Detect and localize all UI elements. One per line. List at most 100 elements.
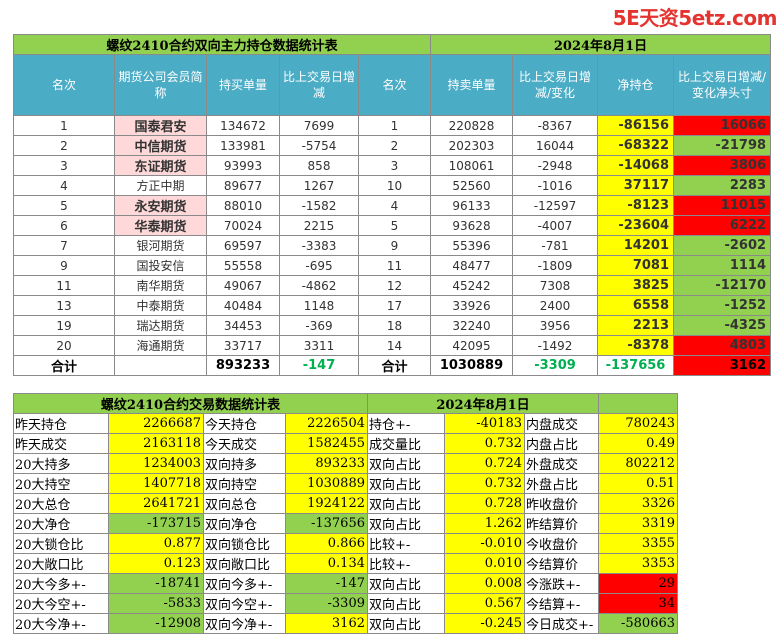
sell-change-cell: 16044 <box>512 135 598 156</box>
trade-value-b: -3309 <box>285 593 368 614</box>
position-row: 13 中泰期货 40484 1148 17 33926 2400 6558 -1252 <box>13 295 772 316</box>
sell-change-cell: -4007 <box>512 215 598 236</box>
rank-cell: 20 <box>13 335 115 356</box>
rank-cell: 3 <box>13 155 115 176</box>
header-rank2: 名次 <box>358 54 431 116</box>
trade-label-a: 20大锁仓比 <box>13 533 109 554</box>
buy-volume-cell: 93993 <box>206 155 280 176</box>
trade-label-b: 双向敞口比 <box>203 553 286 574</box>
trade-label-c: 比较+- <box>367 553 445 574</box>
trade-label-b: 双向持空 <box>203 473 286 494</box>
trade-label-a: 20大敞口比 <box>13 553 109 574</box>
trade-label-c: 双向占比 <box>367 593 445 614</box>
trade-label-b: 双向总仓 <box>203 493 286 514</box>
buy-change-cell: -4862 <box>279 275 359 296</box>
trade-row: 20大今多+- -18741 双向今多+- -147 双向占比 0.008 今涨跌+- 29 <box>13 573 679 594</box>
position-row: 1 国泰君安 134672 7699 1 220828 -8367 -86156 16066 <box>13 115 772 136</box>
trade-row: 昨天成交 2163118 今天成交 1582455 成交量比 0.732 内盘占比 0.49 <box>13 433 679 454</box>
rank-cell: 1 <box>13 115 115 136</box>
buy-change-cell: 2215 <box>279 215 359 236</box>
sell-change-cell: -1809 <box>512 255 598 276</box>
trade-label-d: 今涨跌+- <box>523 573 600 594</box>
position-row: 11 南华期货 49067 -4862 12 45242 7308 3825 -12170 <box>13 275 772 296</box>
trade-value-b: 1030889 <box>285 473 368 494</box>
trade-label-d: 外盘占比 <box>523 473 600 494</box>
sell-volume-cell: 33926 <box>430 295 513 316</box>
member-name-cell: 瑞达期货 <box>114 315 207 336</box>
trade-value-d: 780243 <box>598 413 679 434</box>
net-change-cell: 6222 <box>672 215 772 236</box>
position-row: 20 海通期货 33717 3311 14 42095 -1492 -8378 4803 <box>13 335 772 356</box>
net-position-cell: 37117 <box>597 175 674 196</box>
trade-value-d: 29 <box>598 573 679 594</box>
trade-label-d: 今日成交+- <box>523 613 600 634</box>
position-row: 6 华泰期货 70024 2215 5 93628 -4007 -23604 6222 <box>13 215 772 236</box>
trade-label-a: 20大今多+- <box>13 573 109 594</box>
buy-volume-cell: 134672 <box>206 115 280 136</box>
member-name-cell: 方正中期 <box>114 175 207 196</box>
trade-row: 昨天持仓 2266687 今天持仓 2226504 持仓+- -40183 内盘成交 7802… <box>13 413 679 434</box>
sell-change-cell: 3956 <box>512 315 598 336</box>
position-table: 螺纹2410合约双向主力持仓数据统计表 2024年8月1日 名次 期货公司会员简… <box>13 34 772 376</box>
net-change-cell: -2602 <box>672 235 772 256</box>
rank-cell: 6 <box>13 215 115 236</box>
trade-label-b: 今天持仓 <box>203 413 286 434</box>
trade-label-c: 双向占比 <box>367 473 445 494</box>
trade-value-c: 0.732 <box>444 473 525 494</box>
buy-change-cell: 1148 <box>279 295 359 316</box>
trade-row: 20大总仓 2641721 双向总仓 1924122 双向占比 0.728 昨收盘价 3326 <box>13 493 679 514</box>
position-row: 4 方正中期 89677 1267 10 52560 -1016 37117 2283 <box>13 175 772 196</box>
buy-volume-cell: 69597 <box>206 235 280 256</box>
trade-value-d: 3326 <box>598 493 679 514</box>
trade-value-a: -173715 <box>108 513 204 534</box>
sell-volume-cell: 52560 <box>430 175 513 196</box>
trade-label-d: 外盘成交 <box>523 453 600 474</box>
trade-label-a: 昨天成交 <box>13 433 109 454</box>
total-label-2: 合计 <box>358 355 431 376</box>
net-position-cell: -14068 <box>597 155 674 176</box>
sell-volume-cell: 48477 <box>430 255 513 276</box>
net-position-cell: -8123 <box>597 195 674 216</box>
trade-label-c: 双向占比 <box>367 613 445 634</box>
trade-value-c: -40183 <box>444 413 525 434</box>
sell-rank-cell: 11 <box>358 255 431 276</box>
sell-rank-cell: 5 <box>358 215 431 236</box>
net-position-cell: 2213 <box>597 315 674 336</box>
sell-change-cell: -12597 <box>512 195 598 216</box>
trade-value-c: -0.245 <box>444 613 525 634</box>
net-change-cell: 4803 <box>672 335 772 356</box>
trade-label-d: 今收盘价 <box>523 533 600 554</box>
trade-value-c: 0.567 <box>444 593 525 614</box>
trade-label-b: 双向净仓 <box>203 513 286 534</box>
trade-label-c: 双向占比 <box>367 453 445 474</box>
net-change-cell: 16066 <box>672 115 772 136</box>
trade-label-d: 昨收盘价 <box>523 493 600 514</box>
net-change-cell: -4325 <box>672 315 772 336</box>
net-position-cell: -23604 <box>597 215 674 236</box>
trade-row: 20大今空+- -5833 双向今空+- -3309 双向占比 0.567 今结算+- 34 <box>13 593 679 614</box>
member-name-cell: 中信期货 <box>114 135 207 156</box>
sell-volume-cell: 45242 <box>430 275 513 296</box>
net-change-cell: -1252 <box>672 295 772 316</box>
trade-label-b: 今天成交 <box>203 433 286 454</box>
position-row: 5 永安期货 88010 -1582 4 96133 -12597 -8123 11015 <box>13 195 772 216</box>
trade-table-title: 螺纹2410合约交易数据统计表 <box>13 393 368 414</box>
rank-cell: 2 <box>13 135 115 156</box>
trade-label-c: 成交量比 <box>367 433 445 454</box>
trade-value-a: 0.123 <box>108 553 204 574</box>
buy-volume-cell: 89677 <box>206 175 280 196</box>
trade-row: 20大持空 1407718 双向持空 1030889 双向占比 0.732 外盘占比 0.51 <box>13 473 679 494</box>
buy-volume-cell: 133981 <box>206 135 280 156</box>
total-buy-change: -147 <box>279 355 359 376</box>
trade-value-a: -18741 <box>108 573 204 594</box>
trade-row: 20大持多 1234003 双向持多 893233 双向占比 0.724 外盘成交 80221… <box>13 453 679 474</box>
member-name-cell: 永安期货 <box>114 195 207 216</box>
sell-change-cell: -2948 <box>512 155 598 176</box>
trade-label-d: 内盘成交 <box>523 413 600 434</box>
trade-label-c: 比较+- <box>367 533 445 554</box>
total-blank <box>114 355 207 376</box>
total-net: -137656 <box>597 355 674 376</box>
trade-label-a: 20大今净+- <box>13 613 109 634</box>
net-change-cell: 11015 <box>672 195 772 216</box>
net-position-cell: 14201 <box>597 235 674 256</box>
